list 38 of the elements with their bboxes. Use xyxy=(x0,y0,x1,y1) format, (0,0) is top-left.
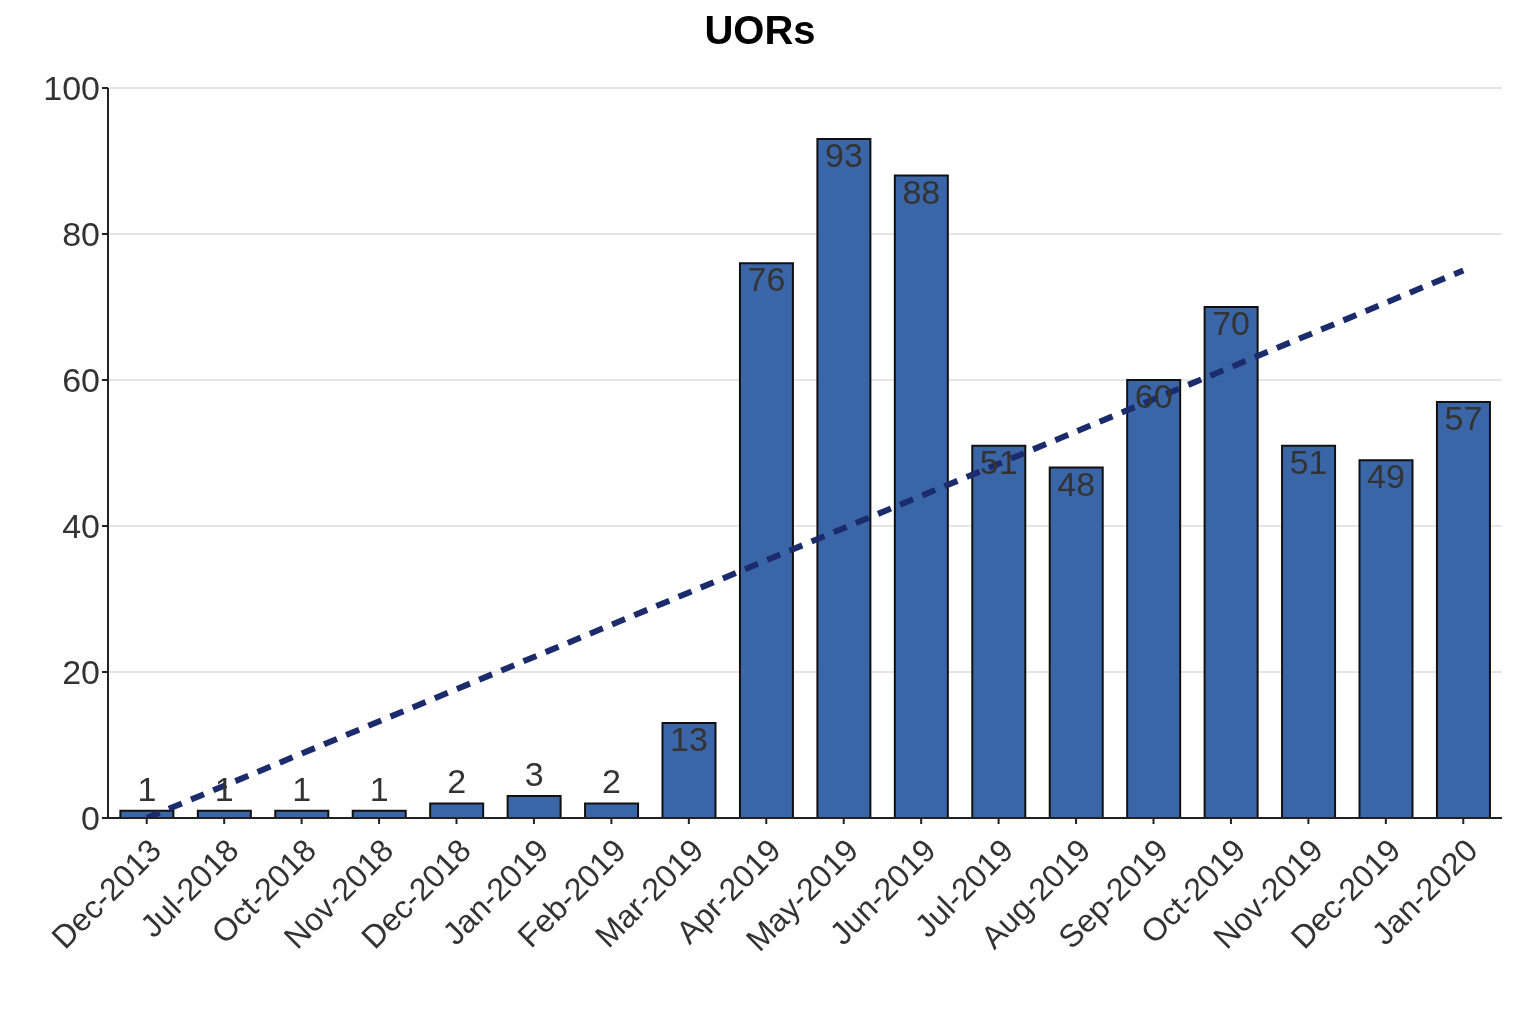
data-label: 48 xyxy=(1057,464,1096,503)
bar xyxy=(1281,444,1337,818)
data-label: 76 xyxy=(747,260,786,299)
bar xyxy=(816,138,872,818)
data-label: 88 xyxy=(902,172,941,211)
bar xyxy=(1203,306,1259,818)
y-tick-label: 40 xyxy=(62,507,100,546)
y-tick-label: 60 xyxy=(62,361,100,400)
y-tick-label: 80 xyxy=(62,215,100,254)
bar xyxy=(1435,400,1491,818)
bar xyxy=(971,444,1027,818)
data-label: 1 xyxy=(369,769,389,808)
y-tick-label: 20 xyxy=(62,653,100,692)
data-label: 13 xyxy=(670,720,708,759)
bar xyxy=(1126,379,1182,818)
data-label: 57 xyxy=(1444,398,1483,437)
data-label: 1 xyxy=(137,769,157,808)
data-label: 70 xyxy=(1212,304,1251,342)
bar xyxy=(584,802,640,818)
bar xyxy=(429,802,485,818)
bar xyxy=(893,174,949,818)
data-label: 3 xyxy=(524,755,544,794)
data-label: 2 xyxy=(602,762,622,801)
data-label: 1 xyxy=(292,769,312,808)
y-tick-label: 100 xyxy=(43,69,100,108)
data-label: 93 xyxy=(824,136,863,175)
bar xyxy=(738,262,794,818)
bar xyxy=(1048,466,1104,818)
data-label: 51 xyxy=(979,442,1018,481)
y-tick-label: 0 xyxy=(81,799,100,838)
data-label: 2 xyxy=(447,762,467,801)
data-label: 60 xyxy=(1134,377,1173,415)
data-label: 51 xyxy=(1289,442,1328,481)
bar xyxy=(661,722,717,818)
bar xyxy=(1358,459,1414,818)
chart-title: UORs xyxy=(703,8,817,54)
data-label: 49 xyxy=(1367,457,1405,496)
bar xyxy=(506,795,562,818)
